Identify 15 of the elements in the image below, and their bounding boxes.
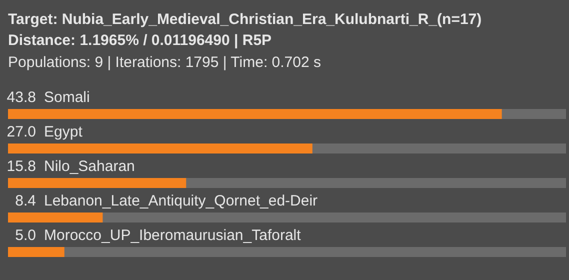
data-label: 15.8 bbox=[6, 158, 36, 175]
chart-subtitle: Distance: 1.1965% / 0.01196490 | R5P bbox=[8, 32, 272, 49]
y-tick-label: Morocco_UP_Iberomaurusian_Taforalt bbox=[44, 227, 302, 244]
data-label: 5.0 bbox=[15, 227, 36, 244]
chart-title: Target: Nubia_Early_Medieval_Christian_Era_Kulubnarti_R_(n=17) bbox=[8, 11, 482, 28]
data-label: 8.4 bbox=[15, 192, 36, 210]
text: Populations: 9 | Iterations: 1795 | Time: 0.702 s bbox=[8, 54, 321, 71]
y-tick-label: Somali bbox=[44, 89, 90, 106]
y-tick-label: Nilo_Saharan bbox=[44, 158, 135, 175]
bar bbox=[8, 212, 103, 222]
bar bbox=[8, 247, 64, 257]
data-label: 43.8 bbox=[6, 89, 36, 106]
y-tick-label: Lebanon_Late_Antiquity_Qornet_ed-Deir bbox=[44, 192, 318, 210]
y-tick-label: Egypt bbox=[44, 124, 84, 140]
data-label: 27.0 bbox=[6, 124, 36, 140]
